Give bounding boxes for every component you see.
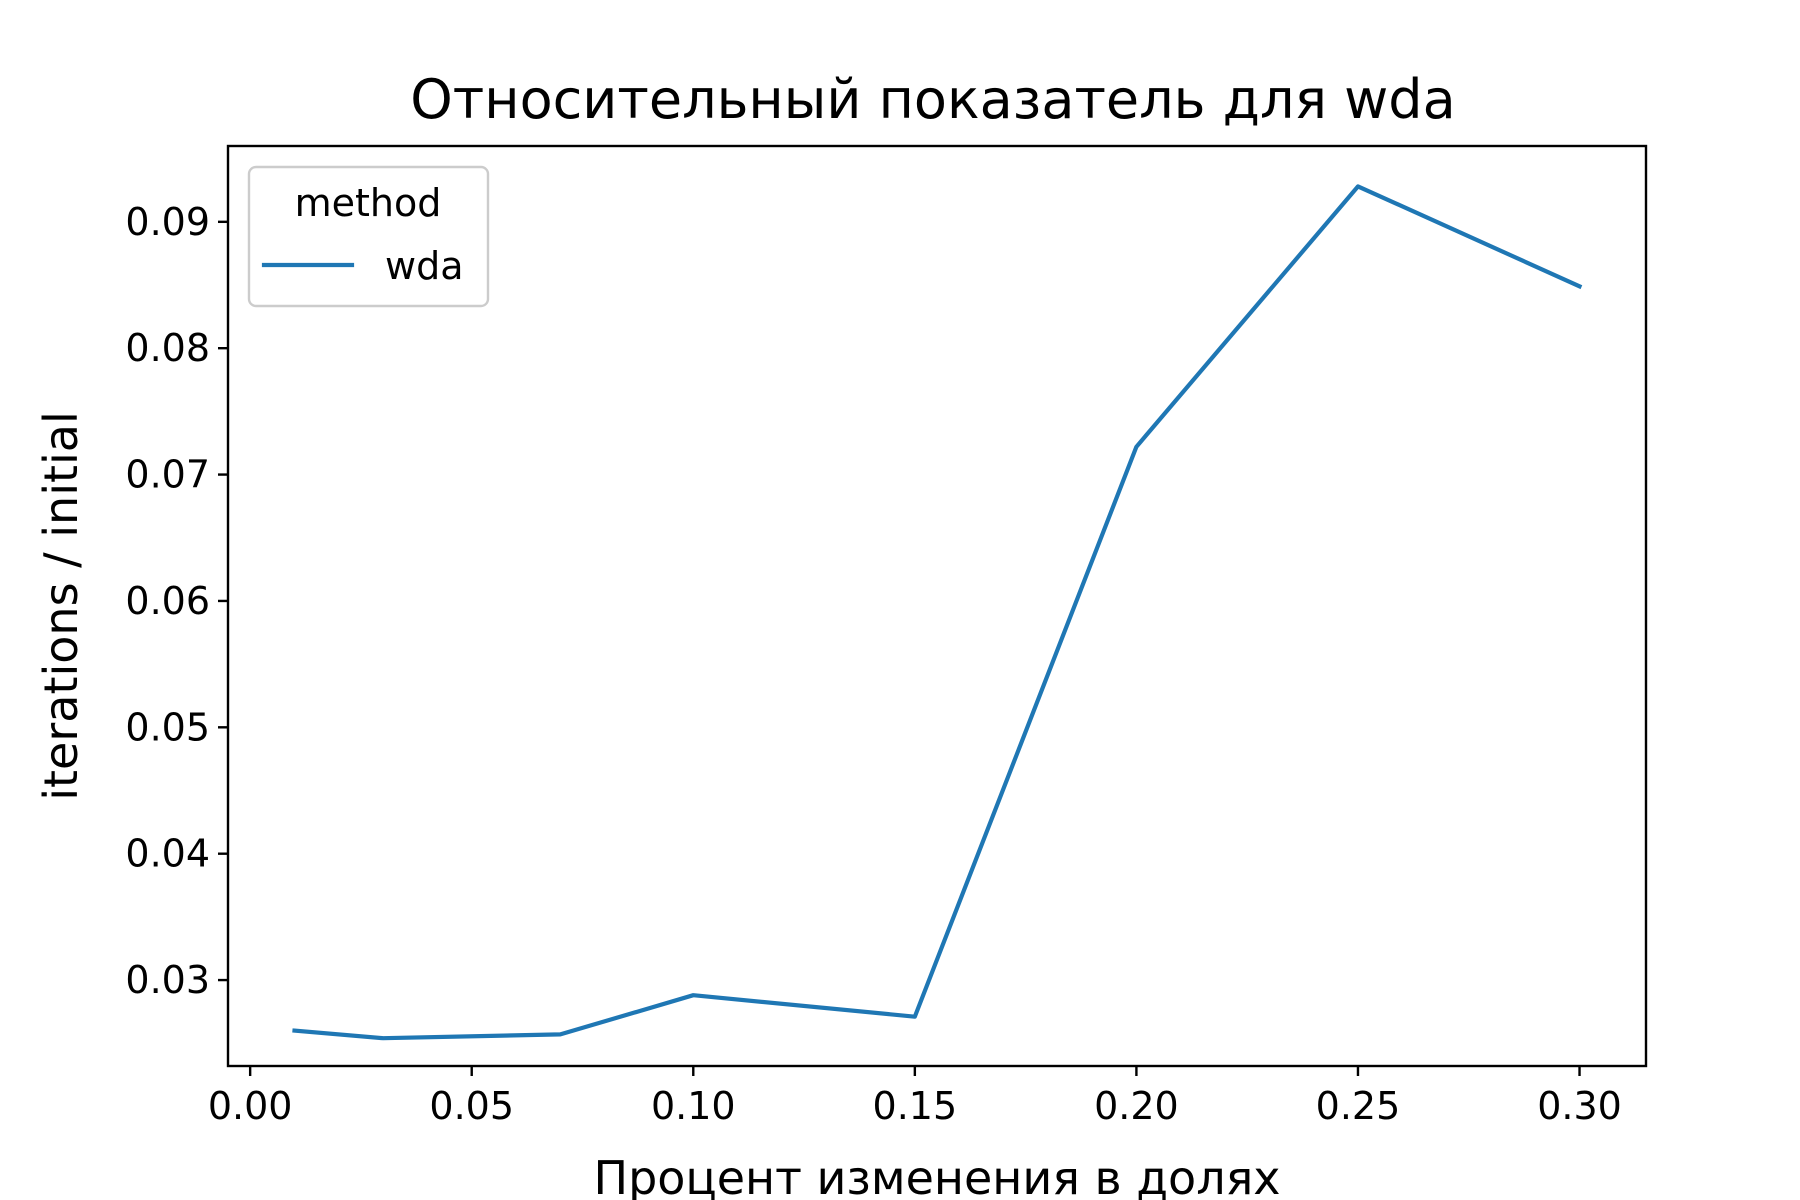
y-tick-label: 0.06 (125, 579, 210, 623)
x-tick-label: 0.25 (1316, 1084, 1401, 1128)
x-tick-label: 0.30 (1537, 1084, 1622, 1128)
x-axis-title: Процент изменения в долях (593, 1151, 1280, 1200)
y-axis-ticks: 0.03 0.04 0.05 0.06 0.07 0.08 0.09 (125, 200, 228, 1002)
y-tick-label: 0.07 (125, 453, 210, 497)
legend-label-wda: wda (385, 244, 464, 288)
chart-title: Относительный показатель для wda (410, 68, 1455, 131)
legend-title: method (295, 181, 442, 225)
legend-box (247, 165, 490, 308)
x-tick-label: 0.10 (651, 1084, 736, 1128)
x-axis-ticks: 0.00 0.05 0.10 0.15 0.20 0.25 0.30 (208, 1066, 1622, 1128)
y-tick-label: 0.09 (125, 200, 210, 244)
legend: method wda (247, 165, 490, 308)
y-tick-label: 0.03 (125, 958, 210, 1002)
y-tick-label: 0.08 (125, 326, 210, 370)
x-tick-label: 0.00 (208, 1084, 293, 1128)
y-tick-label: 0.05 (125, 705, 210, 749)
series-layer (292, 184, 1583, 1041)
y-tick-label: 0.04 (125, 832, 210, 876)
y-axis-title: iterations / initial (34, 411, 88, 801)
x-tick-label: 0.05 (429, 1084, 514, 1128)
x-tick-label: 0.20 (1094, 1084, 1179, 1128)
plot-frame (226, 144, 1648, 1068)
series-line-wda (292, 184, 1583, 1041)
x-tick-label: 0.15 (873, 1084, 958, 1128)
